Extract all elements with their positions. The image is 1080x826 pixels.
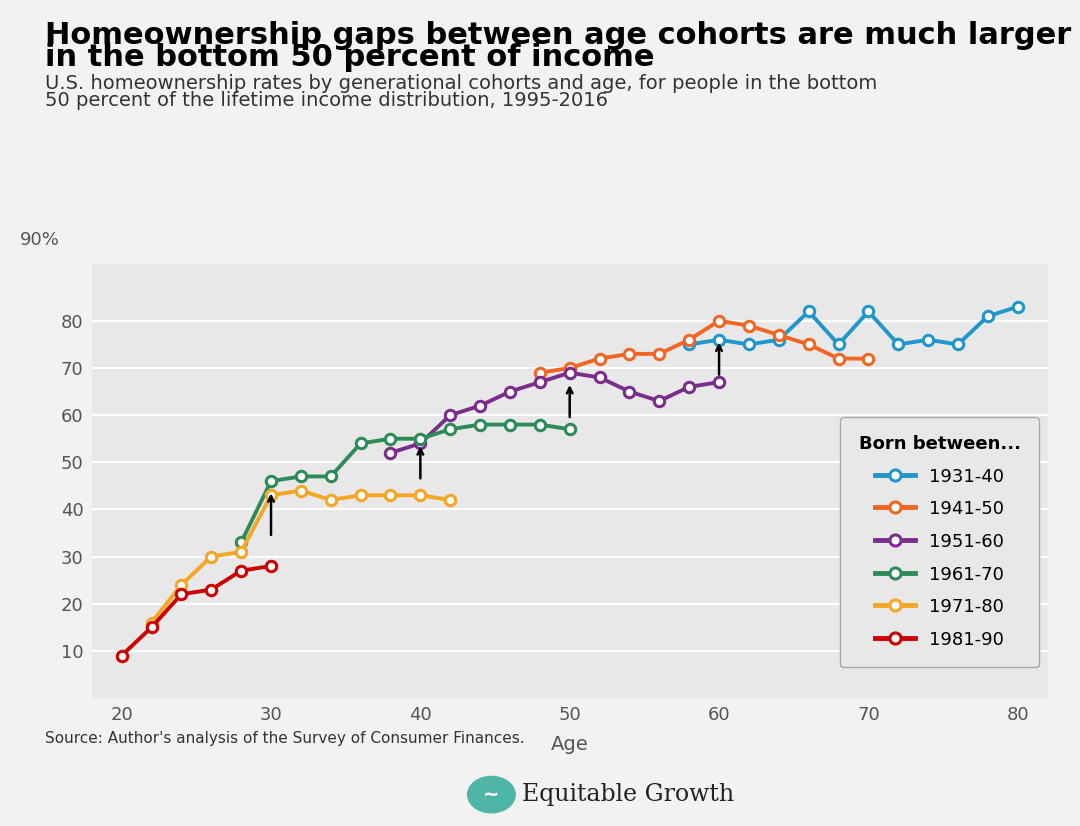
Legend: 1931-40, 1941-50, 1951-60, 1961-70, 1971-80, 1981-90: 1931-40, 1941-50, 1951-60, 1961-70, 1971… (840, 417, 1039, 667)
Text: U.S. homeownership rates by generational cohorts and age, for people in the bott: U.S. homeownership rates by generational… (45, 74, 878, 93)
Text: in the bottom 50 percent of income: in the bottom 50 percent of income (45, 43, 654, 72)
Text: Source: Author's analysis of the Survey of Consumer Finances.: Source: Author's analysis of the Survey … (45, 731, 525, 746)
Text: ~: ~ (483, 785, 500, 805)
Text: Equitable Growth: Equitable Growth (522, 783, 733, 806)
Text: Homeownership gaps between age cohorts are much larger for those: Homeownership gaps between age cohorts a… (45, 21, 1080, 50)
Text: 90%: 90% (21, 231, 60, 249)
X-axis label: Age: Age (551, 735, 589, 754)
Text: 50 percent of the lifetime income distribution, 1995-2016: 50 percent of the lifetime income distri… (45, 91, 608, 110)
